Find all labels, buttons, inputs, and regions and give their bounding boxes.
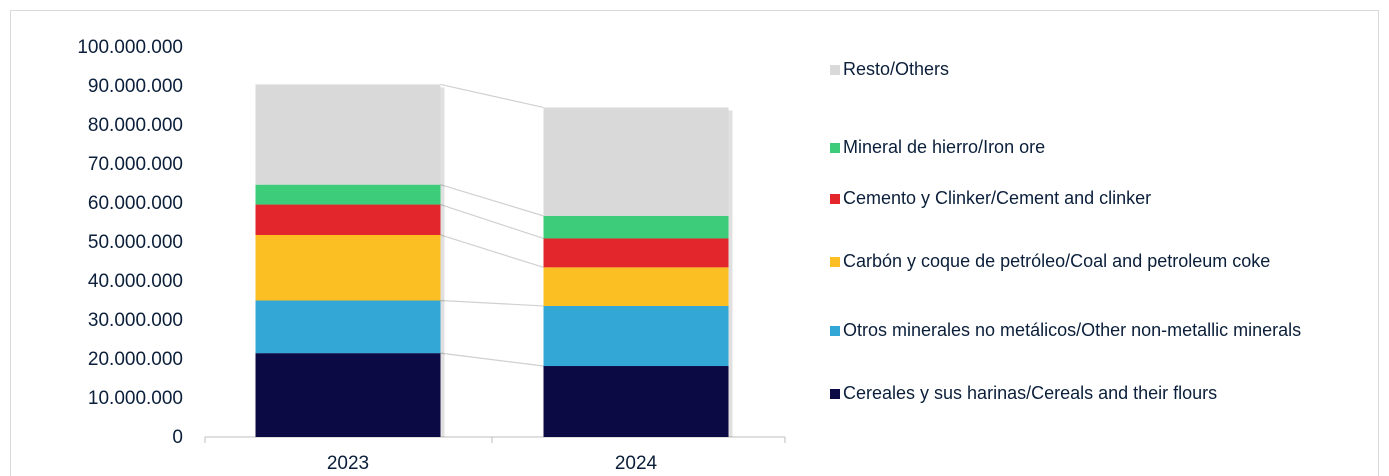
y-tick-label: 80.000.000 [88, 115, 183, 136]
y-tick-label: 40.000.000 [88, 271, 183, 292]
series-connector-line [440, 184, 544, 217]
y-tick-label: 100.000.000 [77, 37, 183, 58]
legend-item: Otros minerales no metálicos/Other non-m… [830, 320, 1370, 341]
x-tick-label: 2024 [615, 453, 658, 474]
legend-label: Otros minerales no metálicos/Other non-m… [843, 320, 1302, 340]
legend-item: Mineral de hierro/Iron ore [830, 137, 1370, 158]
x-tick-label: 2023 [327, 453, 369, 474]
bar-segment [255, 184, 441, 205]
legend-label: Cemento y Clinker/Cement and clinker [843, 188, 1152, 208]
legend-swatch [830, 389, 840, 399]
y-tick-label: 90.000.000 [88, 76, 183, 97]
bar-segment [255, 84, 441, 185]
y-tick-label: 50.000.000 [88, 232, 183, 253]
y-tick-label: 0 [172, 427, 183, 448]
bar-segment [543, 107, 729, 216]
y-tick-label: 60.000.000 [88, 193, 183, 214]
y-tick-label: 10.000.000 [88, 388, 183, 409]
series-connector-line [440, 83, 544, 109]
legend-item: Carbón y coque de petróleo/Coal and petr… [830, 251, 1370, 272]
legend-swatch [830, 326, 840, 336]
bar-segment [255, 204, 441, 235]
bar-segment [255, 234, 441, 301]
bar-segment [543, 238, 729, 268]
legend-label: Carbón y coque de petróleo/Coal and petr… [843, 251, 1271, 271]
legend-swatch [830, 257, 840, 267]
legend-label: Cereales y sus harinas/Cereals and their… [843, 383, 1218, 403]
bar-segment [543, 305, 729, 367]
bar-segment [543, 267, 729, 306]
series-connector-line [440, 299, 544, 307]
legend-item: Cemento y Clinker/Cement and clinker [830, 188, 1370, 209]
legend-label: Resto/Others [843, 59, 950, 79]
legend-item: Resto/Others [830, 59, 1370, 80]
series-connector-line [440, 352, 544, 367]
bar-segment [255, 300, 441, 354]
legend-swatch [830, 143, 840, 153]
bar-segment [255, 353, 441, 437]
series-connector-line [440, 203, 544, 240]
legend-label: Mineral de hierro/Iron ore [843, 137, 1046, 157]
series-connector-line [440, 234, 544, 268]
bar-segment [543, 366, 729, 437]
y-tick-label: 20.000.000 [88, 349, 183, 370]
legend-item: Cereales y sus harinas/Cereals and their… [830, 383, 1370, 404]
y-tick-label: 70.000.000 [88, 154, 183, 175]
bar-segment [543, 215, 729, 239]
y-tick-label: 30.000.000 [88, 310, 183, 331]
legend-swatch [830, 65, 840, 75]
legend-swatch [830, 194, 840, 204]
chart-frame [10, 10, 1379, 476]
